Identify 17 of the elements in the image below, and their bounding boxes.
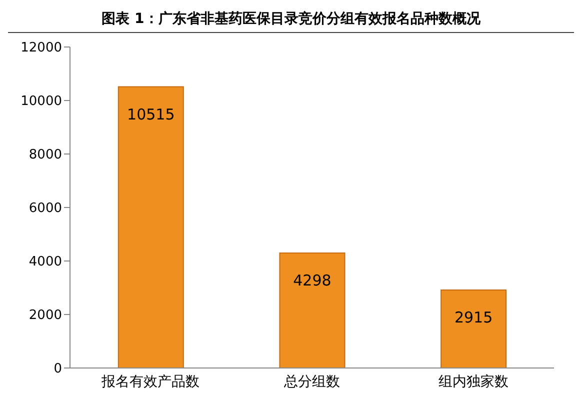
y-tick-label: 0: [54, 362, 62, 377]
y-tick-label: 2000: [28, 308, 62, 324]
y-tick-label: 10000: [20, 94, 62, 110]
data-label: 4298: [293, 272, 332, 290]
bar: [118, 86, 184, 368]
y-tick-label: 12000: [20, 40, 62, 56]
y-tick-label: 8000: [28, 148, 62, 163]
bar: [279, 252, 346, 368]
data-label: 10515: [127, 105, 175, 124]
bar: [440, 290, 507, 368]
y-tick-label: 4000: [28, 254, 62, 270]
x-tick-label: 组内独家数: [438, 374, 508, 390]
chart-title: 图表 1：广东省非基药医保目录竞价分组有效报名品种数概况: [8, 8, 574, 33]
x-tick-label: 总分组数: [283, 374, 340, 390]
y-tick-label: 6000: [28, 201, 62, 216]
data-label: 2915: [454, 308, 493, 327]
x-tick-label: 报名有效产品数: [100, 374, 200, 390]
